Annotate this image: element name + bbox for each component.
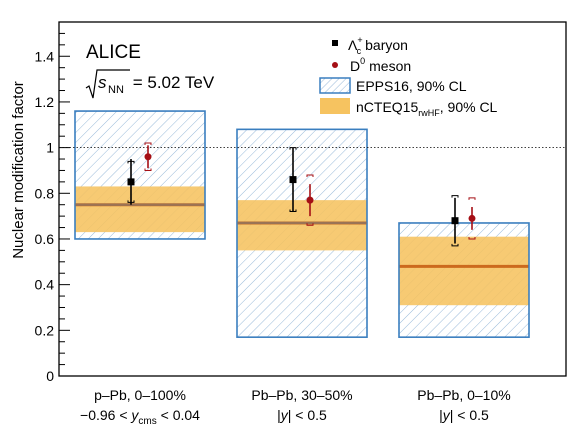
y-axis-label: Nuclear modification factor	[10, 81, 27, 259]
epps16-band-outline	[398, 222, 530, 338]
meson-point	[306, 196, 314, 204]
y-tick-label: 0	[46, 368, 54, 384]
baryon-point	[451, 217, 459, 225]
y-tick-label: 1.4	[35, 48, 55, 64]
sqrt-symbol	[85, 69, 130, 99]
y-tick-label: 0.6	[35, 231, 55, 247]
syst-error-bracket	[306, 223, 314, 226]
legend-ncteq-suffix: , 90% CL	[440, 99, 498, 115]
y-axis: 0 0.2 0.4 0.6 0.8 1 1.2 1.4	[35, 21, 70, 384]
plot-frame	[58, 21, 567, 377]
legend-epps16-swatch	[319, 77, 351, 94]
syst-error-bracket	[451, 243, 459, 247]
baryon-point	[127, 178, 135, 186]
syst-error-bracket	[144, 142, 152, 146]
legend-meson-text: meson	[369, 58, 411, 74]
data-points	[127, 142, 476, 247]
meson-point	[468, 214, 476, 222]
syst-error-bracket	[451, 195, 459, 198]
ncteq15-band	[399, 236, 529, 306]
energy-sub: NN	[108, 84, 124, 96]
category-label-line2: |y| < 0.5	[439, 407, 489, 423]
legend-baryon-symbol: Λ	[348, 37, 358, 53]
y-tick-label: 0.8	[35, 185, 55, 201]
legend-meson-sup: 0	[360, 56, 365, 66]
energy-value: = 5.02 TeV	[128, 73, 215, 92]
energy-s: s	[98, 73, 107, 92]
legend-ncteq-label: nCTEQ15	[356, 99, 418, 115]
syst-error-bracket	[468, 197, 476, 200]
syst-error-bracket	[144, 168, 152, 171]
epps16-band-outline	[236, 128, 368, 338]
energy-label: s NN = 5.02 TeV	[85, 69, 215, 99]
ncteq15-band	[75, 186, 205, 233]
ncteq15-band	[237, 200, 367, 251]
legend-baryon-text: baryon	[365, 37, 408, 53]
y-tick-label: 0.2	[35, 322, 55, 338]
syst-error-bracket	[468, 236, 476, 240]
legend-baryon-marker	[332, 40, 338, 46]
category-label-line1: Pb–Pb, 0–10%	[417, 387, 510, 403]
y-tick-label: 0.4	[35, 277, 55, 293]
legend-meson-symbol: D	[350, 58, 360, 74]
syst-error-bracket	[306, 174, 314, 178]
model-bands	[74, 110, 530, 338]
legend-baryon-sup: +	[357, 35, 362, 45]
category-label-line2: −0.96 < ycms < 0.04	[80, 407, 200, 427]
legend-meson-marker	[332, 62, 338, 68]
legend-baryon-sub: c	[357, 46, 362, 56]
svg-text:nCTEQ15rwHF, 90% CL: nCTEQ15rwHF, 90% CL	[356, 99, 498, 118]
epps16-band-outline	[74, 110, 206, 240]
experiment-label: ALICE	[86, 42, 141, 63]
legend: Λ+ c baryon D0 meson EPPS16, 90% CL nCTEQ15…	[319, 35, 498, 118]
legend-ncteq-sub: rwHF	[418, 108, 440, 118]
baryon-point	[289, 176, 297, 184]
y-tick-label: 1	[46, 140, 54, 156]
legend-epps16-label: EPPS16, 90% CL	[356, 78, 467, 94]
meson-point	[144, 153, 152, 161]
category-label-line2: |y| < 0.5	[277, 407, 327, 423]
category-labels: p–Pb, 0–100% −0.96 < ycms < 0.04 Pb–Pb, 30…	[80, 387, 511, 427]
category-label-line1: Pb–Pb, 30–50%	[251, 387, 352, 403]
category-label-line1: p–Pb, 0–100%	[94, 387, 186, 403]
y-tick-label: 1.2	[35, 94, 55, 110]
legend-ncteq-swatch	[320, 98, 350, 114]
